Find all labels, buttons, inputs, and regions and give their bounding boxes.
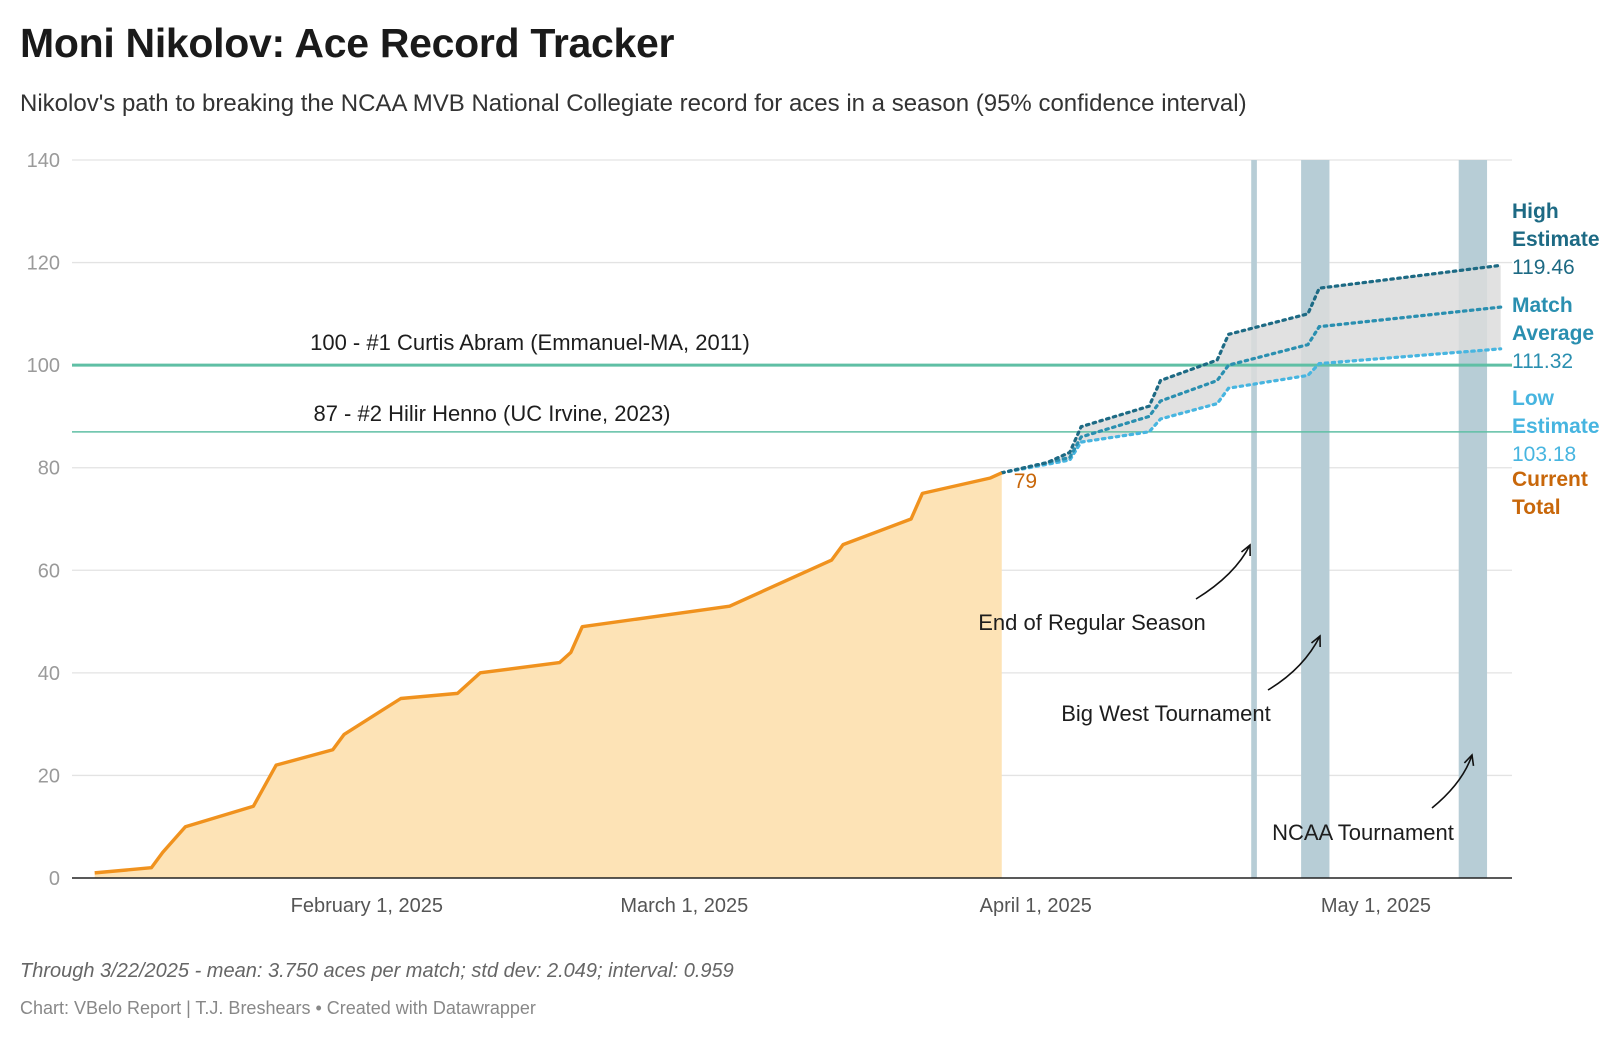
y-tick-label: 0 xyxy=(49,868,60,890)
x-tick-label: February 1, 2025 xyxy=(291,895,443,917)
end-label-value: 119.46 xyxy=(1512,256,1575,279)
y-tick-label: 100 xyxy=(27,355,60,377)
y-tick-label: 80 xyxy=(38,458,60,480)
y-tick-label: 40 xyxy=(38,663,60,685)
chart-subtitle: Nikolov's path to breaking the NCAA MVB … xyxy=(20,90,1247,117)
confidence-band xyxy=(1001,265,1501,473)
end-label-high: High Estimate 119.46 xyxy=(1512,200,1600,279)
current-value-label: 79 xyxy=(1014,470,1037,493)
end-label-name-line: Total xyxy=(1512,496,1561,519)
chart-credit: Chart: VBelo Report | T.J. Breshears • C… xyxy=(20,998,536,1018)
end-label-name-line: Estimate xyxy=(1512,228,1600,251)
reference-label-record-1: 100 - #1 Curtis Abram (Emmanuel-MA, 2011… xyxy=(310,330,750,355)
series-high-line xyxy=(1000,263,1503,475)
annotation-arrowhead xyxy=(1463,753,1475,767)
end-label-value: 111.32 xyxy=(1512,350,1573,373)
end-label-name-line: Current xyxy=(1512,468,1588,491)
annotation-arrow xyxy=(1431,754,1473,809)
annotation-arrowhead xyxy=(1310,634,1321,648)
series-mid-line xyxy=(1000,305,1503,475)
period-annotation-label: Big West Tournament xyxy=(1061,701,1271,726)
x-tick-label: May 1, 2025 xyxy=(1321,895,1431,917)
end-label-name-line: Match xyxy=(1512,294,1573,317)
y-tick-label: 60 xyxy=(38,560,60,582)
end-label-current: Current Total xyxy=(1512,468,1588,519)
series-actual-line xyxy=(94,471,1003,875)
series-low-line xyxy=(1000,347,1503,475)
y-tick-label: 20 xyxy=(38,765,60,787)
chart-notes: Through 3/22/2025 - mean: 3.750 aces per… xyxy=(20,960,734,982)
period-annotation-label: End of Regular Season xyxy=(978,610,1206,635)
end-label-name-line: High xyxy=(1512,200,1559,223)
actual-area xyxy=(94,472,1002,878)
ace-tracker-chart: 0 20 40 60 80 100 120 140 100 - #1 Curtis Abram … xyxy=(27,150,1600,917)
end-label-mid: Match Average 111.32 xyxy=(1512,294,1594,373)
period-band xyxy=(1301,160,1330,878)
end-label-name-line: Average xyxy=(1512,322,1594,345)
reference-label-record-2: 87 - #2 Hilir Henno (UC Irvine, 2023) xyxy=(313,401,670,426)
chart-title: Moni Nikolov: Ace Record Tracker xyxy=(20,20,675,66)
y-tick-label: 140 xyxy=(27,150,60,172)
end-label-name-line: Estimate xyxy=(1512,415,1600,438)
y-tick-label: 120 xyxy=(27,253,60,275)
end-label-value: 103.18 xyxy=(1512,443,1576,466)
x-tick-label: April 1, 2025 xyxy=(980,895,1092,917)
end-label-low: Low Estimate 103.18 xyxy=(1512,387,1600,466)
x-tick-label: March 1, 2025 xyxy=(620,895,748,917)
annotation-arrow xyxy=(1195,544,1251,600)
period-band xyxy=(1251,160,1257,878)
period-annotation-label: NCAA Tournament xyxy=(1272,820,1454,845)
end-label-name-line: Low xyxy=(1512,387,1555,410)
annotation-arrowhead xyxy=(1240,543,1251,557)
annotation-arrow xyxy=(1267,635,1321,691)
